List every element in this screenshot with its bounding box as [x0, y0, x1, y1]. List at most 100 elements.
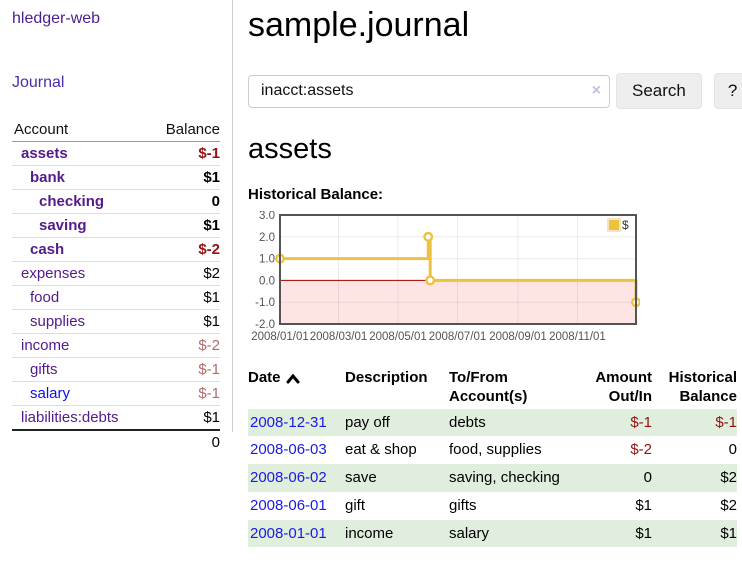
- sort-by-date-link[interactable]: Date: [248, 369, 300, 388]
- account-balance: $-1: [198, 385, 220, 402]
- search-input[interactable]: [248, 74, 610, 108]
- accounts-table-body: assets $-1 bank $1 checking 0 saving $1 …: [12, 142, 220, 431]
- transaction-date-link[interactable]: 2008-06-02: [250, 469, 327, 486]
- svg-text:2008/11/01: 2008/11/01: [549, 331, 606, 343]
- svg-text:3.0: 3.0: [259, 211, 275, 222]
- account-balance: $-1: [198, 361, 220, 378]
- transaction-balance: $2: [720, 496, 737, 514]
- transaction-amount: $1: [635, 524, 652, 542]
- transaction-amount: 0: [643, 469, 652, 486]
- transaction-accounts: food, supplies: [449, 441, 542, 459]
- account-link[interactable]: saving: [39, 217, 87, 234]
- account-balance: $1: [203, 313, 220, 330]
- help-button[interactable]: ?: [713, 73, 742, 109]
- account-row: saving $1: [12, 213, 220, 238]
- svg-text:2008/07/01: 2008/07/01: [429, 331, 487, 343]
- account-link[interactable]: liabilities:debts: [21, 409, 119, 426]
- transaction-accounts: gifts: [449, 496, 477, 514]
- sidebar-item-journal[interactable]: Journal: [12, 74, 65, 91]
- transaction-date-link[interactable]: 2008-12-31: [250, 413, 327, 431]
- svg-text:-2.0: -2.0: [255, 319, 275, 331]
- account-row: assets $-1: [12, 142, 220, 166]
- page-title: sample.journal: [248, 6, 470, 44]
- account-link[interactable]: bank: [30, 169, 66, 186]
- account-balance: $1: [203, 217, 220, 234]
- account-row: bank $1: [12, 165, 220, 190]
- svg-text:-1.0: -1.0: [255, 297, 275, 309]
- account-heading: assets: [248, 133, 332, 165]
- search-form: × Search ?: [248, 73, 742, 109]
- account-link[interactable]: checking: [39, 193, 105, 210]
- register-header-accounts: To/From Account(s): [449, 369, 528, 405]
- chart-container: $3.0 2.0 1.0 0.0 -1.0 -2.0 2008/01/01 2008/03/0…: [248, 210, 742, 351]
- svg-text:2008/01/01: 2008/01/01: [251, 331, 309, 343]
- account-link[interactable]: gifts: [30, 361, 58, 378]
- account-balance: $-2: [198, 337, 220, 354]
- account-row: liabilities:debts $1: [12, 405, 220, 431]
- transaction-accounts: salary: [449, 524, 490, 542]
- account-row: checking 0: [12, 189, 220, 214]
- svg-text:2.0: 2.0: [259, 232, 275, 244]
- sidebar-nav: Journal: [12, 74, 220, 92]
- main-content: sample.journal × Search ? assets Histori…: [233, 0, 742, 548]
- account-row: salary $-1: [12, 381, 220, 406]
- accounts-table: Account Balance assets $-1 bank $1 check…: [12, 118, 220, 454]
- account-balance: $1: [203, 289, 220, 306]
- account-link[interactable]: expenses: [21, 265, 86, 282]
- account-link[interactable]: salary: [30, 385, 71, 402]
- svg-text:2008/09/01: 2008/09/01: [489, 331, 547, 343]
- register-header-row: Date Description To/From Account(s) Amou…: [248, 367, 737, 409]
- register-table: Date Description To/From Account(s) Amou…: [248, 367, 737, 548]
- accounts-total-row: 0: [12, 430, 220, 454]
- account-balance: $1: [203, 169, 220, 186]
- svg-text:2008/05/01: 2008/05/01: [369, 331, 427, 343]
- transaction-date-link[interactable]: 2008-06-01: [250, 496, 327, 514]
- account-row: gifts $-1: [12, 357, 220, 382]
- svg-text:1.0: 1.0: [259, 254, 275, 266]
- register-header-amount: Amount Out/In: [595, 369, 652, 405]
- accounts-total-value: 0: [211, 434, 220, 451]
- transaction-amount: $-1: [630, 413, 652, 431]
- svg-text:0.0: 0.0: [259, 275, 275, 287]
- transaction-accounts: debts: [449, 413, 486, 431]
- account-link[interactable]: assets: [21, 145, 68, 162]
- transaction-balance: $2: [720, 469, 737, 486]
- account-balance: $-2: [198, 241, 220, 258]
- transaction-balance: 0: [728, 441, 737, 459]
- transaction-row: 2008-06-01 gift gifts $1 $2: [248, 492, 737, 520]
- account-row: income $-2: [12, 333, 220, 358]
- transaction-row: 2008-06-02 save saving, checking 0 $2: [248, 464, 737, 492]
- transaction-row: 2008-01-01 income salary $1 $1: [248, 519, 737, 548]
- accounts-header-account: Account: [12, 118, 149, 142]
- transaction-description: pay off: [345, 413, 390, 431]
- transaction-accounts: saving, checking: [449, 469, 560, 486]
- transaction-date-link[interactable]: 2008-01-01: [250, 524, 327, 542]
- register-header-date: Date: [248, 367, 345, 409]
- transaction-description: gift: [345, 496, 366, 514]
- transaction-amount: $-2: [630, 441, 652, 459]
- transaction-description: eat & shop: [345, 441, 417, 459]
- register-header-balance: Historical Balance: [668, 369, 737, 405]
- account-link[interactable]: food: [30, 289, 60, 306]
- search-button[interactable]: Search: [616, 73, 702, 109]
- sort-ascending-chevron-icon: [286, 373, 300, 384]
- account-row: food $1: [12, 285, 220, 310]
- transaction-date-link[interactable]: 2008-06-03: [250, 441, 327, 459]
- transaction-amount: $1: [635, 496, 652, 514]
- transaction-row: 2008-12-31 pay off debts $-1 $-1: [248, 408, 737, 437]
- account-balance: $2: [203, 265, 220, 282]
- chart-title: Historical Balance:: [248, 186, 384, 203]
- transaction-balance: $-1: [715, 413, 737, 431]
- account-link[interactable]: cash: [30, 241, 65, 258]
- app-title-link[interactable]: hledger-web: [12, 10, 101, 27]
- account-link[interactable]: supplies: [30, 313, 86, 330]
- transaction-description: save: [345, 469, 377, 486]
- sidebar: hledger-web Journal Account Balance asse…: [0, 0, 233, 451]
- clear-search-icon[interactable]: ×: [591, 81, 601, 99]
- account-balance: 0: [211, 193, 220, 210]
- register-header-description: Description: [345, 369, 428, 386]
- transaction-description: income: [345, 524, 394, 542]
- account-balance: $1: [203, 409, 220, 426]
- account-link[interactable]: income: [21, 337, 70, 354]
